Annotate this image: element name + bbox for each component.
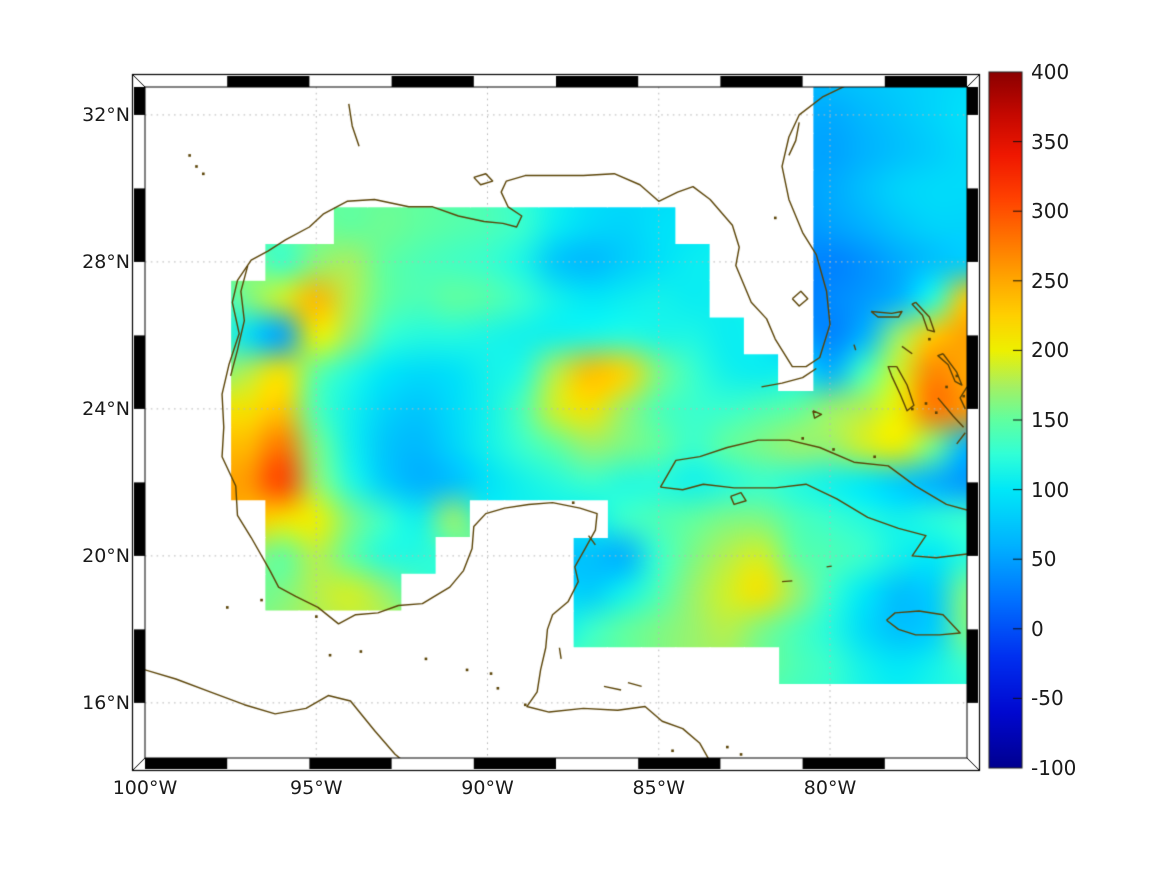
colorbar-tick-label: 400 [1031, 60, 1070, 84]
colorbar-tick-label: 0 [1031, 616, 1044, 641]
colorbar-tick-label: 100 [1031, 477, 1070, 502]
colorbar-tick-label: 250 [1031, 268, 1070, 293]
colorbar-tick-label: 350 [1031, 129, 1070, 154]
x-tick-label: 80°W [803, 777, 857, 799]
x-tick-label: 95°W [290, 777, 343, 799]
colorbar-tick-label: 150 [1031, 408, 1070, 432]
colorbar-tick-label: 50 [1031, 547, 1057, 572]
colorbar-tick-label: -100 [1031, 756, 1077, 780]
y-tick-label: 20°N [82, 544, 130, 567]
colorbar-tick-label: -50 [1031, 686, 1064, 711]
x-tick-label: 85°W [632, 777, 685, 799]
y-tick-label: 24°N [82, 397, 130, 420]
colorbar-tick-label: 200 [1031, 338, 1070, 363]
colorbar-tick-label: 300 [1031, 199, 1070, 224]
y-tick-label: 28°N [82, 250, 130, 273]
x-tick-label: 100°W [112, 777, 178, 799]
x-tick-label: 90°W [461, 777, 514, 799]
y-tick-label: 16°N [82, 691, 130, 714]
y-tick-label: 32°N [82, 103, 130, 126]
